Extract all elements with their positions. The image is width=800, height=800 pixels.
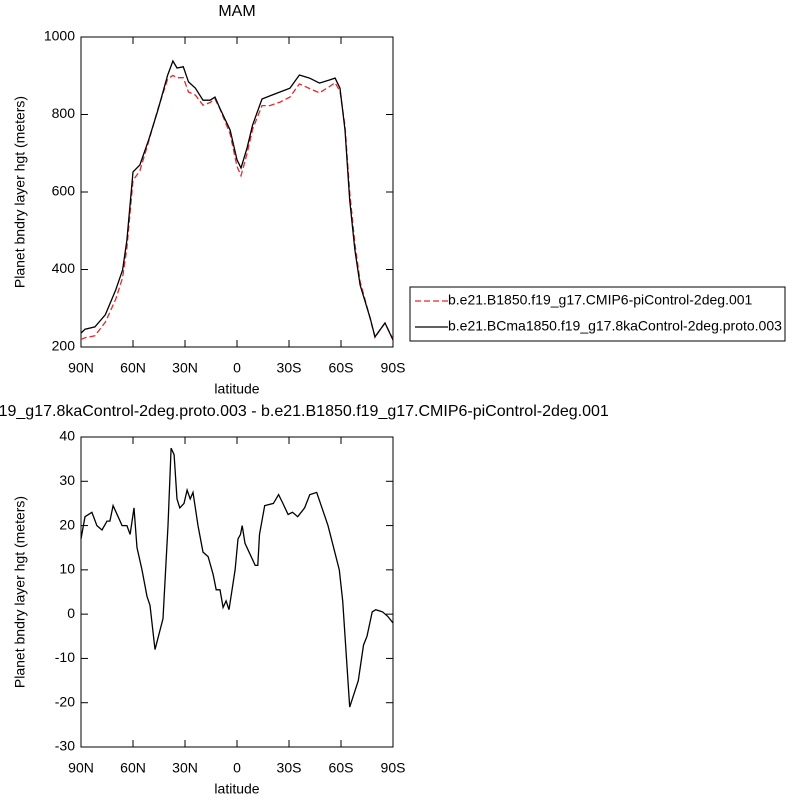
x-tick-label: 0	[233, 360, 241, 376]
plot-frame	[80, 36, 394, 348]
data-line	[80, 74, 394, 341]
x-tick-label: 0	[233, 760, 241, 776]
chart-title: b.e21.BCma1850.f19_g17.8kaControl-2deg.p…	[0, 403, 609, 420]
x-tick-label: 90N	[68, 760, 94, 776]
legend-label: b.e21.BCma1850.f19_g17.8kaControl-2deg.p…	[448, 318, 782, 334]
y-axis-label: Planet bndry layer hgt (meters)	[12, 496, 28, 688]
y-tick-label: 400	[52, 260, 76, 276]
y-tick-label: 200	[52, 338, 76, 354]
y-tick-label: -10	[55, 649, 75, 665]
data-line	[80, 447, 394, 708]
chart-title: MAM	[218, 3, 255, 20]
y-tick-label: 30	[59, 472, 75, 488]
y-tick-label: 20	[59, 516, 75, 532]
y-tick-label: 0	[67, 605, 75, 621]
x-tick-label: 90S	[381, 360, 406, 376]
legend-label: b.e21.B1850.f19_g17.CMIP6-piControl-2deg…	[448, 292, 753, 308]
x-tick-label: 30N	[172, 760, 198, 776]
x-axis-label: latitude	[214, 781, 259, 797]
y-tick-label: 40	[59, 428, 75, 444]
x-tick-label: 90S	[381, 760, 406, 776]
x-tick-label: 30N	[172, 360, 198, 376]
plot-frame	[80, 436, 394, 748]
x-axis-label: latitude	[214, 381, 259, 397]
y-tick-label: 1000	[44, 28, 75, 44]
legend-box	[409, 286, 786, 342]
y-tick-label: -20	[55, 693, 75, 709]
y-tick-label: 600	[52, 183, 76, 199]
x-tick-label: 60N	[120, 760, 146, 776]
x-tick-label: 30S	[277, 760, 302, 776]
x-tick-label: 30S	[277, 360, 302, 376]
y-axis-label: Planet bndry layer hgt (meters)	[12, 96, 28, 288]
data-line	[80, 59, 394, 341]
y-tick-label: -30	[55, 738, 75, 754]
x-tick-label: 90N	[68, 360, 94, 376]
x-tick-label: 60S	[329, 760, 354, 776]
x-tick-label: 60S	[329, 360, 354, 376]
y-tick-label: 10	[59, 561, 75, 577]
y-tick-label: 800	[52, 105, 76, 121]
x-tick-label: 60N	[120, 360, 146, 376]
